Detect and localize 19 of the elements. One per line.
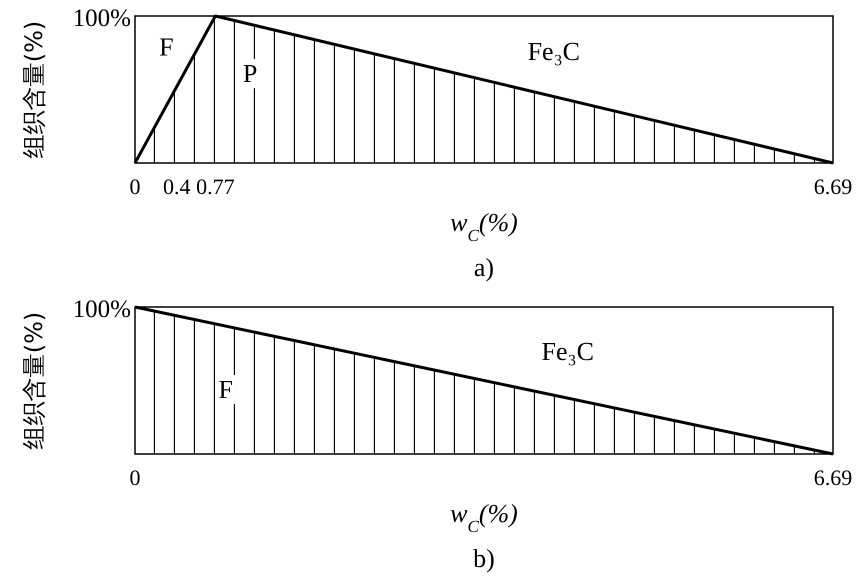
annotation: F bbox=[159, 32, 174, 62]
x-tick-label: 0 bbox=[130, 465, 140, 490]
x-tick-label: 0.4 bbox=[162, 174, 190, 199]
y-axis-title: 组织含量(%) bbox=[20, 312, 48, 450]
annotation: Fe₃C bbox=[542, 336, 594, 366]
text: a) bbox=[474, 253, 494, 282]
x-axis-title: w$_{C}$(%) bbox=[450, 208, 518, 244]
text: 100% bbox=[72, 5, 131, 32]
x-tick-label: 6.69 bbox=[814, 465, 852, 490]
x-tick-label: 6.69 bbox=[814, 174, 852, 199]
y-axis-title: 组织含量(%) bbox=[20, 20, 48, 158]
text: b) bbox=[473, 544, 495, 573]
x-axis-title: w$_{C}$(%) bbox=[450, 499, 518, 536]
annotation: F bbox=[218, 375, 233, 404]
annotation: P bbox=[242, 59, 258, 88]
annotation: Fe₃C bbox=[528, 37, 580, 66]
x-tick-label: 0.77 bbox=[196, 174, 235, 199]
text: 100% bbox=[72, 296, 131, 323]
x-tick-label: 0 bbox=[130, 174, 140, 199]
